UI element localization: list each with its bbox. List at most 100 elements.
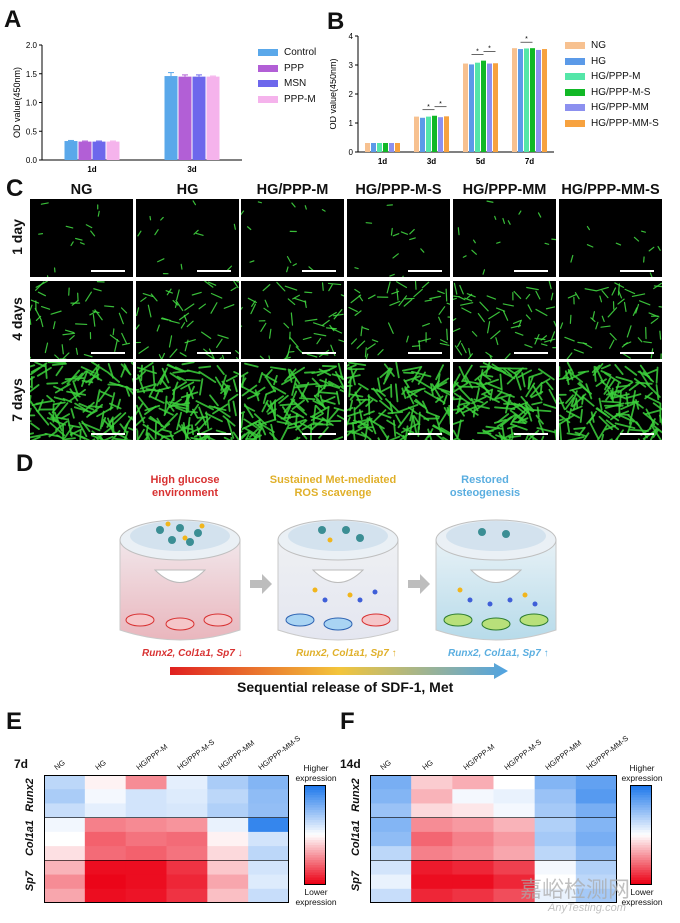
cell <box>340 294 344 297</box>
heatmap-cell <box>575 775 617 790</box>
heatmap-grid <box>370 775 617 903</box>
cell <box>658 414 662 427</box>
legend-label: PPP <box>284 62 305 74</box>
cell <box>571 393 587 408</box>
cell <box>554 429 556 440</box>
heatmap-cell <box>207 831 249 847</box>
cell <box>315 404 324 415</box>
cell <box>176 375 186 382</box>
cell <box>624 365 638 376</box>
cell <box>430 381 448 392</box>
cell <box>499 373 503 391</box>
cell <box>464 297 473 302</box>
cell <box>559 414 575 426</box>
cell <box>496 241 501 244</box>
cell <box>265 377 277 393</box>
cell <box>333 313 344 317</box>
cell <box>312 322 325 327</box>
cell <box>156 324 160 332</box>
cell <box>525 314 531 320</box>
cell <box>155 423 171 435</box>
cell <box>38 233 44 235</box>
stage2-genes: Runx2, Col1a1, Sp7 ↑ <box>296 648 397 659</box>
cell <box>140 364 143 382</box>
cell <box>276 281 286 292</box>
bar <box>438 117 443 152</box>
cell <box>574 292 580 300</box>
heatmap-cell <box>207 860 249 876</box>
cell <box>114 338 118 352</box>
cell <box>543 403 556 409</box>
cell <box>30 432 34 435</box>
heatmap-cell <box>534 860 577 876</box>
cell <box>283 405 292 419</box>
colorbar-step <box>304 837 326 841</box>
cell <box>461 364 473 383</box>
cell <box>140 296 147 302</box>
colorbar-step <box>304 807 326 811</box>
cell <box>70 241 74 247</box>
sig-star: * <box>439 101 442 108</box>
cell <box>525 382 536 398</box>
sig-star: * <box>525 36 528 43</box>
colorbar-step <box>304 790 326 793</box>
x-tick-label: 7d <box>525 157 534 166</box>
heatmap-cell <box>84 789 127 804</box>
cell <box>537 212 542 218</box>
cell <box>482 269 486 275</box>
cell <box>85 224 93 229</box>
cell <box>41 305 51 310</box>
heatmap-cell <box>534 817 577 833</box>
cell <box>500 434 508 440</box>
cell <box>241 411 246 415</box>
cell <box>487 321 491 334</box>
cell <box>243 426 260 437</box>
heatmap-cell <box>411 817 453 833</box>
cell <box>300 381 310 398</box>
cell <box>528 372 543 379</box>
cell <box>486 200 494 203</box>
cell <box>462 255 467 258</box>
cell <box>286 266 289 273</box>
cell <box>265 401 276 415</box>
cell <box>390 227 393 236</box>
cell <box>527 304 533 313</box>
colorbar-low-label: Lower expression <box>621 887 663 907</box>
cell <box>453 437 459 440</box>
colorbar-step <box>630 865 652 868</box>
heatmap-cell <box>125 831 167 847</box>
cell <box>438 316 442 324</box>
cell <box>539 384 543 395</box>
cell <box>262 373 278 383</box>
cell <box>90 434 106 440</box>
cell <box>567 294 577 299</box>
cell <box>486 295 497 300</box>
cell <box>347 368 358 384</box>
cell <box>292 294 300 300</box>
bar <box>530 48 535 152</box>
cell <box>158 354 163 359</box>
cell <box>431 383 441 398</box>
cell <box>653 285 662 288</box>
panel-label-b: B <box>327 8 345 35</box>
cell <box>138 346 149 354</box>
bar <box>377 143 382 152</box>
colorbar-step <box>304 810 326 813</box>
cell <box>367 395 378 403</box>
cell <box>193 427 213 438</box>
bar <box>475 62 480 152</box>
cell <box>354 288 361 294</box>
cell <box>509 409 528 423</box>
legend-label: HG/PPP-M-S <box>591 86 651 98</box>
colorbar-step <box>630 792 652 796</box>
heatmap-cell <box>248 874 289 890</box>
cell <box>461 343 467 354</box>
cell <box>160 318 169 321</box>
cell <box>652 424 662 434</box>
heatmap-cell <box>575 846 617 861</box>
cell <box>610 393 630 400</box>
heatmap-cell <box>534 803 577 819</box>
colorbar-step <box>630 877 652 881</box>
cell <box>287 298 296 306</box>
cell <box>241 306 243 311</box>
